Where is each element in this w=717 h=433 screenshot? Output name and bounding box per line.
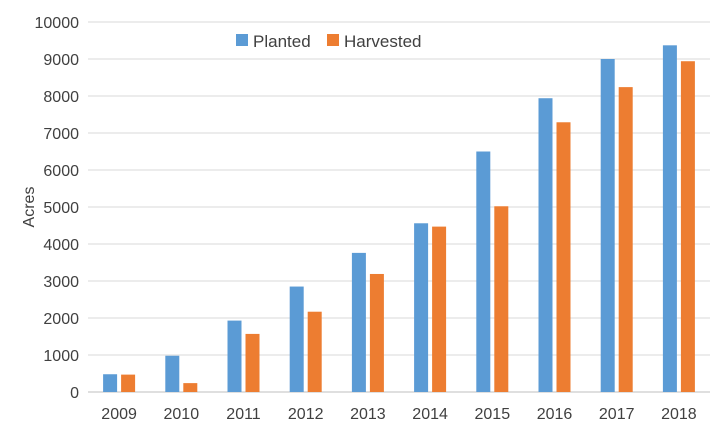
bar-harvested-2012 — [307, 311, 322, 392]
x-axis-ticks: 2009 2010 2011 2012 2013 2014 2015 2016 2017 2018 — [101, 406, 696, 423]
x-tick-label: 2010 — [164, 406, 200, 423]
y-tick-label: 2000 — [43, 311, 79, 328]
y-tick-label: 3000 — [43, 274, 79, 291]
bar-harvested-2016 — [556, 122, 571, 393]
x-tick-label: 2014 — [412, 406, 448, 423]
y-tick-label: 7000 — [43, 126, 79, 143]
x-tick-label: 2012 — [288, 406, 324, 423]
bar-harvested-2014 — [432, 226, 447, 392]
bar-planted-2015 — [476, 151, 491, 392]
bar-harvested-2010 — [183, 383, 198, 392]
bar-planted-2014 — [414, 223, 429, 392]
bar-planted-2012 — [289, 286, 304, 392]
y-tick-label: 0 — [70, 385, 79, 402]
x-tick-label: 2013 — [350, 406, 386, 423]
y-tick-label: 6000 — [43, 163, 79, 180]
y-tick-label: 8000 — [43, 89, 79, 106]
x-tick-label: 2015 — [475, 406, 511, 423]
y-tick-label: 1000 — [43, 348, 79, 365]
bars — [103, 45, 695, 393]
bar-planted-2016 — [538, 98, 553, 392]
x-tick-label: 2011 — [226, 406, 261, 423]
bar-harvested-2015 — [494, 206, 509, 392]
bar-planted-2017 — [600, 59, 615, 392]
y-tick-label: 4000 — [43, 237, 79, 254]
bar-planted-2018 — [662, 45, 677, 393]
bar-harvested-2009 — [121, 374, 136, 392]
bar-planted-2011 — [227, 320, 242, 392]
bar-planted-2013 — [351, 252, 366, 392]
legend: Planted Harvested — [236, 32, 421, 51]
y-axis-title: Acres — [21, 187, 38, 228]
legend-swatch-planted — [236, 34, 248, 46]
x-tick-label: 2018 — [661, 406, 697, 423]
bar-planted-2010 — [165, 355, 180, 392]
legend-swatch-harvested — [327, 34, 339, 46]
bar-harvested-2018 — [680, 61, 695, 392]
legend-label-planted: Planted — [253, 32, 311, 51]
y-axis-ticks: 0 1000 2000 3000 4000 5000 6000 7000 8000 9000 100… — [35, 15, 80, 402]
y-tick-label: 5000 — [43, 200, 79, 217]
y-tick-label: 9000 — [43, 52, 79, 69]
x-tick-label: 2017 — [599, 406, 635, 423]
x-tick-label: 2016 — [537, 406, 573, 423]
bar-planted-2009 — [103, 374, 118, 392]
y-tick-label: 10000 — [35, 15, 80, 32]
bar-harvested-2011 — [245, 333, 260, 392]
x-tick-label: 2009 — [101, 406, 137, 423]
legend-label-harvested: Harvested — [344, 32, 421, 51]
gridlines — [88, 21, 710, 393]
bar-harvested-2013 — [369, 273, 384, 392]
bar-harvested-2017 — [618, 87, 633, 393]
